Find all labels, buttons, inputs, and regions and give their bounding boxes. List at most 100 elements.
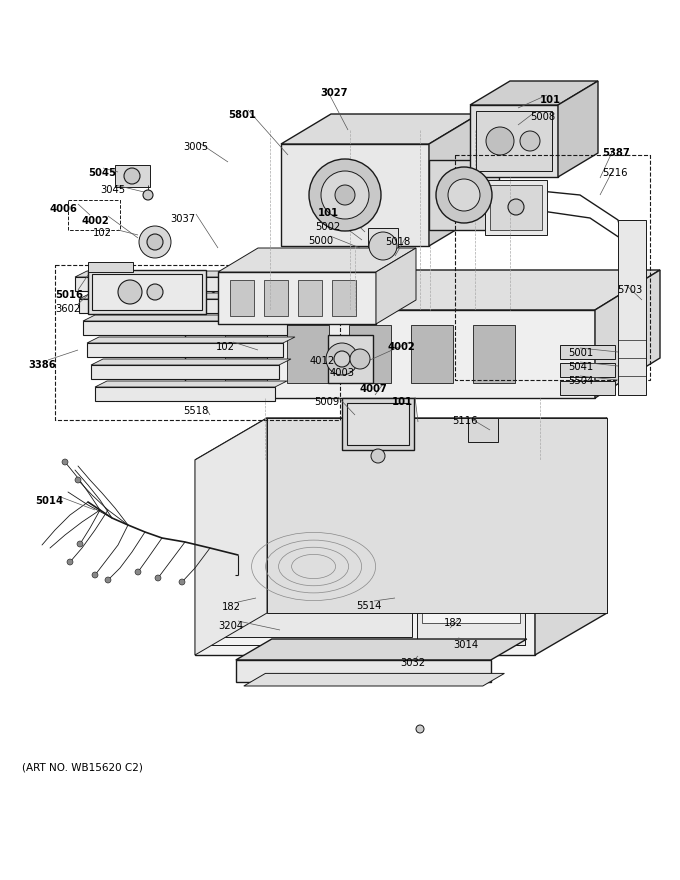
Text: 5041: 5041 [568,362,593,372]
Text: 5002: 5002 [315,222,340,232]
Text: 3386: 3386 [28,360,56,370]
Polygon shape [79,293,303,299]
Bar [422,545,520,563]
Circle shape [135,569,141,575]
Circle shape [143,190,153,200]
Bar [115,165,150,187]
Text: 4002: 4002 [82,216,109,226]
Bar [219,536,233,546]
Polygon shape [95,381,287,387]
Bar [485,180,547,235]
Circle shape [369,232,397,260]
Circle shape [321,171,369,219]
Circle shape [326,343,358,375]
Text: 5504: 5504 [568,376,593,386]
Circle shape [350,349,370,369]
Text: 5008: 5008 [530,112,555,122]
Circle shape [77,541,83,547]
Bar [368,228,398,264]
Circle shape [155,575,161,581]
Bar [342,398,414,450]
Polygon shape [83,315,299,321]
Text: 5801: 5801 [228,110,256,120]
Polygon shape [195,418,607,460]
Polygon shape [470,105,558,177]
Polygon shape [595,270,660,398]
Text: 4012: 4012 [310,356,335,366]
Bar [92,274,202,310]
Bar [560,345,615,359]
Text: 3204: 3204 [218,621,243,631]
Bar [468,418,498,442]
Text: 4002: 4002 [388,342,415,352]
Text: 3045: 3045 [100,185,125,195]
Bar [455,155,650,380]
Circle shape [416,725,424,733]
Polygon shape [95,387,275,401]
Polygon shape [75,277,295,291]
Text: 5018: 5018 [385,237,410,247]
Bar [618,220,646,395]
Polygon shape [376,248,416,324]
Text: 4007: 4007 [360,384,388,394]
Bar [422,515,520,533]
Polygon shape [558,81,598,177]
Bar [476,111,552,171]
Text: 182: 182 [444,618,463,628]
Polygon shape [244,673,505,686]
Polygon shape [87,343,283,357]
Bar [287,325,329,383]
Text: 3005: 3005 [183,142,208,152]
Circle shape [147,234,163,250]
Bar [219,504,233,514]
Text: 4003: 4003 [330,368,355,378]
Circle shape [92,572,98,578]
Bar [429,160,499,230]
Bar [473,325,515,383]
Circle shape [448,179,480,211]
Text: 101: 101 [318,208,339,218]
Text: 5387: 5387 [602,148,630,158]
Polygon shape [91,359,291,365]
Polygon shape [470,81,598,105]
Bar [328,335,373,383]
Circle shape [179,579,185,585]
Text: 102: 102 [93,228,112,238]
Circle shape [62,459,68,465]
Text: 3602: 3602 [55,304,80,314]
Polygon shape [281,144,429,246]
Polygon shape [87,337,295,343]
Polygon shape [195,460,535,655]
Circle shape [309,159,381,231]
Text: 5001: 5001 [568,348,593,358]
Circle shape [147,284,163,300]
Text: 3032: 3032 [400,658,425,668]
Circle shape [520,131,540,151]
Bar [55,265,340,420]
Bar [560,363,615,377]
Polygon shape [218,272,376,324]
Circle shape [75,477,81,483]
Polygon shape [535,418,607,655]
Text: 4006: 4006 [50,204,78,214]
Polygon shape [185,270,660,310]
Polygon shape [75,271,307,277]
Bar [422,605,520,623]
Text: 5009: 5009 [314,397,339,407]
Polygon shape [267,418,607,613]
Text: 102: 102 [216,342,235,352]
Polygon shape [195,418,267,655]
Text: 5045: 5045 [88,168,116,178]
Circle shape [105,577,111,583]
Bar [298,280,322,316]
Bar [347,403,409,445]
Bar [332,280,356,316]
Bar [219,520,233,530]
Text: 3014: 3014 [453,640,478,650]
Circle shape [508,199,524,215]
Text: 5514: 5514 [356,601,381,611]
Text: 5116: 5116 [452,416,477,426]
Circle shape [139,226,171,258]
Bar [230,280,254,316]
Text: 101: 101 [392,397,413,407]
